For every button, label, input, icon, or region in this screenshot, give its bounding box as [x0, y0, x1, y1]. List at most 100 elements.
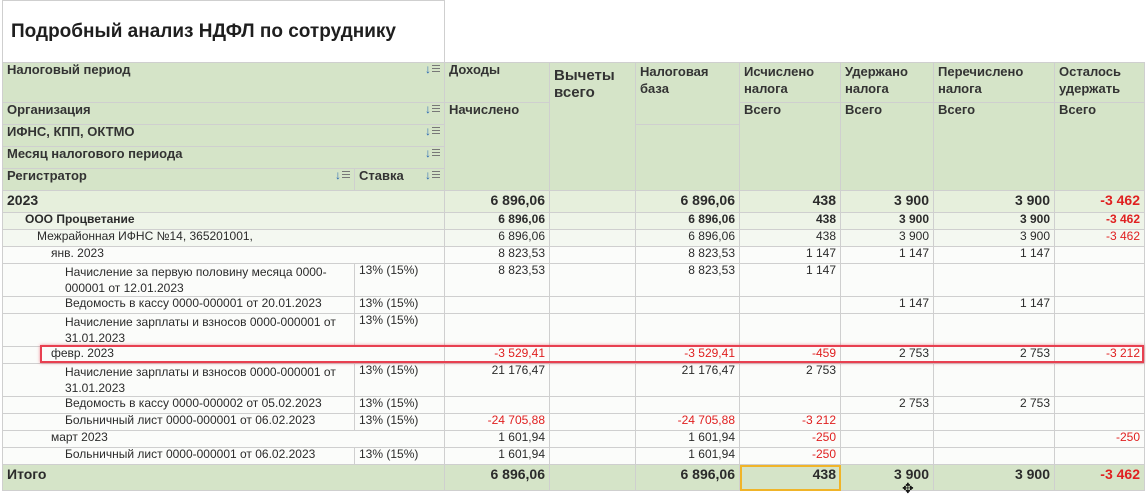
cell-base: 6 896,06 — [635, 212, 740, 230]
cell-deductions — [549, 263, 636, 297]
cell-deductions — [549, 313, 636, 347]
sort-icon[interactable]: ↓ — [425, 104, 440, 117]
cell-withheld: 3 900 — [840, 190, 934, 213]
header-period[interactable]: Налоговый период ↓ — [2, 62, 445, 103]
row-label: февр. 2023 — [2, 346, 445, 364]
cell-deductions — [549, 413, 636, 431]
cell-remaining: -250 — [1054, 430, 1145, 448]
header-ifns-label: ИФНС, КПП, ОКТМО — [7, 124, 135, 139]
cell-remaining: -3 462 — [1054, 212, 1145, 230]
cell-remaining: -3 462 — [1054, 190, 1145, 213]
cell-withheld: 3 900 — [840, 212, 934, 230]
table-row[interactable]: Больничный лист 0000-000001 от 06.02.202… — [2, 413, 1145, 431]
row-label: Больничный лист 0000-000001 от 06.02.202… — [2, 447, 355, 465]
table-row[interactable]: 2023 6 896,06 6 896,06 438 3 900 3 900 -… — [2, 190, 1145, 213]
cell-withheld — [840, 413, 934, 431]
total-label: Итого — [2, 464, 445, 491]
sort-icon[interactable]: ↓ — [335, 170, 350, 183]
header-remaining[interactable]: Осталось удержать — [1054, 62, 1145, 103]
table-row[interactable]: Больничный лист 0000-000001 от 06.02.202… — [2, 447, 1145, 465]
header-transferred-sub[interactable]: Всего — [933, 102, 1055, 191]
total-withheld: 3 900 — [840, 464, 934, 491]
cell-base: 8 823,53 — [635, 246, 740, 264]
sort-icon[interactable]: ↓ — [425, 64, 440, 77]
table-row[interactable]: Межрайонная ИФНС №14, 365201001, 6 896,0… — [2, 229, 1145, 247]
total-calc-selected-cell[interactable]: 438 — [739, 464, 841, 491]
cell-deductions — [549, 396, 636, 414]
header-withheld[interactable]: Удержано налога — [840, 62, 934, 103]
row-label: Начисление зарплаты и взносов 0000-00000… — [2, 363, 355, 397]
cell-income — [444, 313, 550, 347]
header-org[interactable]: Организация ↓ — [2, 102, 445, 125]
total-income: 6 896,06 — [444, 464, 550, 491]
cell-base: 1 601,94 — [635, 447, 740, 465]
cell-rate: 13% (15%) — [354, 263, 445, 297]
cell-withheld — [840, 263, 934, 297]
cell-calc: 1 147 — [739, 263, 841, 297]
cell-income: 6 896,06 — [444, 212, 550, 230]
sort-icon[interactable]: ↓ — [425, 170, 440, 183]
header-deductions[interactable]: Вычеты всего — [549, 62, 636, 191]
cell-base: 1 601,94 — [635, 430, 740, 448]
cell-calc — [739, 396, 841, 414]
total-base: 6 896,06 — [635, 464, 740, 491]
cell-income: 21 176,47 — [444, 363, 550, 397]
cell-income: 6 896,06 — [444, 229, 550, 247]
header-month[interactable]: Месяц налогового периода ↓ — [2, 146, 445, 169]
header-calc[interactable]: Исчислено налога — [739, 62, 841, 103]
header-rate[interactable]: Ставка ↓ — [354, 168, 445, 191]
header-ifns[interactable]: ИФНС, КПП, ОКТМО ↓ — [2, 124, 445, 147]
cell-transferred — [933, 363, 1055, 397]
row-label: Начисление за первую половину месяца 000… — [2, 263, 355, 297]
cell-calc — [739, 296, 841, 314]
report-title: Подробный анализ НДФЛ по сотруднику — [2, 0, 445, 63]
header-transferred[interactable]: Перечислено налога — [933, 62, 1055, 103]
table-row[interactable]: март 2023 1 601,94 1 601,94 -250 -250 — [2, 430, 1145, 448]
header-remaining-sub[interactable]: Всего — [1054, 102, 1145, 191]
ndfl-report-table: Подробный анализ НДФЛ по сотруднику Нало… — [2, 0, 1145, 491]
cell-withheld — [840, 430, 934, 448]
header-calc-sub[interactable]: Всего — [739, 102, 841, 191]
cell-transferred — [933, 413, 1055, 431]
header-registrar-label: Регистратор — [7, 168, 87, 183]
total-deductions — [549, 464, 636, 491]
table-row[interactable]: Ведомость в кассу 0000-000002 от 05.02.2… — [2, 396, 1145, 414]
header-base-sub — [635, 124, 740, 191]
cell-base: -24 705,88 — [635, 413, 740, 431]
cell-base: 21 176,47 — [635, 363, 740, 397]
cell-withheld — [840, 313, 934, 347]
cell-income: -3 529,41 — [444, 346, 550, 364]
header-withheld-sub[interactable]: Всего — [840, 102, 934, 191]
cell-rate: 13% (15%) — [354, 396, 445, 414]
cell-income — [444, 296, 550, 314]
table-row[interactable]: янв. 2023 8 823,53 8 823,53 1 147 1 147 … — [2, 246, 1145, 264]
total-remaining: -3 462 — [1054, 464, 1145, 491]
table-row[interactable]: Начисление зарплаты и взносов 0000-00000… — [2, 363, 1145, 397]
cell-transferred: 2 753 — [933, 346, 1055, 364]
cell-remaining — [1054, 263, 1145, 297]
table-row[interactable]: Начисление за первую половину месяца 000… — [2, 263, 1145, 297]
header-base[interactable]: Налоговая база — [635, 62, 740, 125]
table-row[interactable]: ООО Процветание 6 896,06 6 896,06 438 3 … — [2, 212, 1145, 230]
table-row-highlighted[interactable]: февр. 2023 -3 529,41 -3 529,41 -459 2 75… — [2, 346, 1145, 364]
cell-transferred: 1 147 — [933, 246, 1055, 264]
cell-calc: -250 — [739, 430, 841, 448]
header-registrar[interactable]: Регистратор ↓ — [2, 168, 355, 191]
table-row[interactable]: Ведомость в кассу 0000-000001 от 20.01.2… — [2, 296, 1145, 314]
cell-base: 8 823,53 — [635, 263, 740, 297]
cell-rate: 13% (15%) — [354, 296, 445, 314]
cell-transferred: 3 900 — [933, 190, 1055, 213]
header-income-sub[interactable]: Начислено — [444, 102, 550, 191]
total-row[interactable]: Итого 6 896,06 6 896,06 438 3 900 3 900 … — [2, 464, 1145, 491]
sort-icon[interactable]: ↓ — [425, 126, 440, 139]
cell-withheld — [840, 363, 934, 397]
cell-deductions — [549, 246, 636, 264]
header-income[interactable]: Доходы — [444, 62, 550, 103]
row-label: Ведомость в кассу 0000-000002 от 05.02.2… — [2, 396, 355, 414]
cell-remaining: -3 462 — [1054, 229, 1145, 247]
cell-withheld: 1 147 — [840, 296, 934, 314]
cell-income: 1 601,94 — [444, 447, 550, 465]
sort-icon[interactable]: ↓ — [425, 148, 440, 161]
row-label: март 2023 — [2, 430, 445, 448]
table-row[interactable]: Начисление зарплаты и взносов 0000-00000… — [2, 313, 1145, 347]
